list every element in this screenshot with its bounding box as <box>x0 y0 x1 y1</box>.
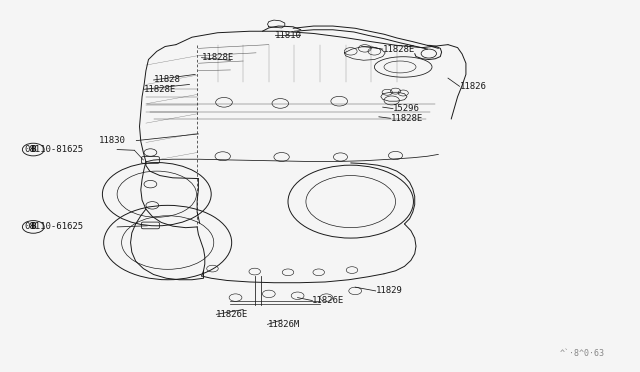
Text: 11828E: 11828E <box>202 53 234 62</box>
Text: ^`·8^0·63: ^`·8^0·63 <box>560 349 605 358</box>
Text: 08110-81625: 08110-81625 <box>24 145 83 154</box>
Text: 15296: 15296 <box>393 104 420 113</box>
Text: 11826M: 11826M <box>268 320 300 329</box>
Text: 11826: 11826 <box>460 82 486 91</box>
Text: 11810: 11810 <box>275 31 302 40</box>
Text: 11829: 11829 <box>376 286 403 295</box>
Text: B: B <box>31 145 36 154</box>
Text: 08110-61625: 08110-61625 <box>24 222 83 231</box>
Text: 11828E: 11828E <box>383 45 415 54</box>
Text: 11828: 11828 <box>154 76 180 84</box>
Text: B: B <box>31 222 36 231</box>
Text: 11828E: 11828E <box>390 114 422 123</box>
Text: 11826E: 11826E <box>312 296 344 305</box>
Text: 11826E: 11826E <box>216 310 248 319</box>
Text: 11830: 11830 <box>99 136 126 145</box>
Text: 11828E: 11828E <box>144 85 176 94</box>
